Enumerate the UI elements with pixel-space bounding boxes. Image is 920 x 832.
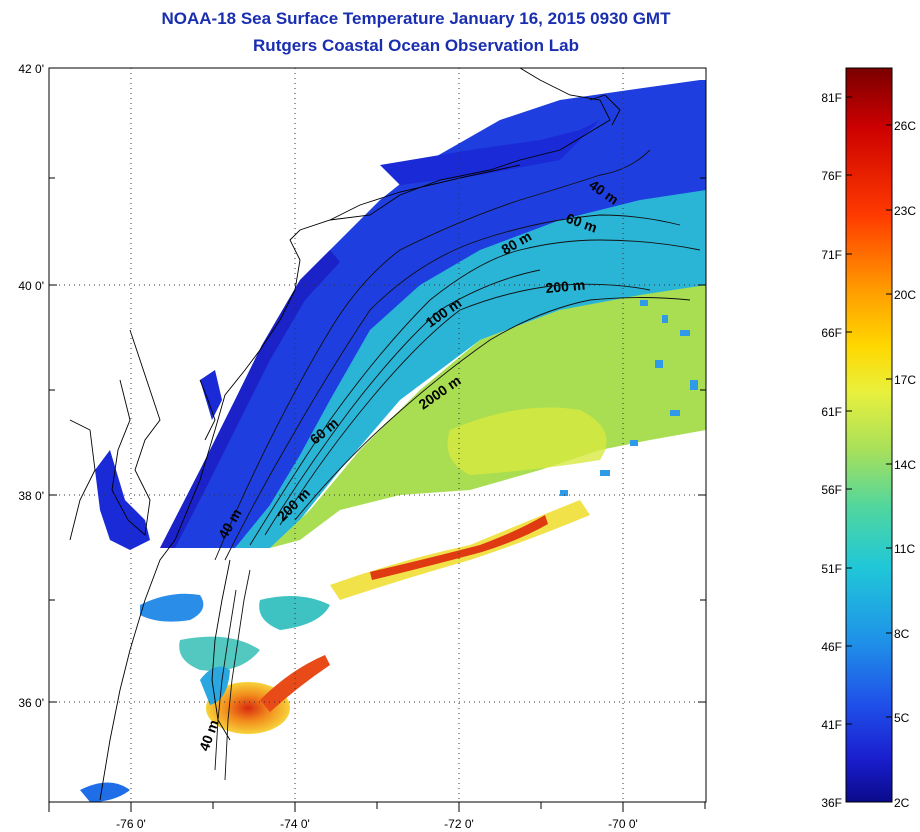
cb-f-label: 56F — [821, 483, 842, 497]
cloud-edge-speckle — [560, 300, 698, 496]
lon-label: -76 0' — [116, 817, 146, 831]
chesapeake-bay-water — [95, 450, 150, 550]
contour-2000m — [294, 297, 691, 521]
gulf-stream-streak — [330, 500, 590, 600]
latitude-labels: 42 0' 40 0' 38 0' 36 0' — [18, 62, 44, 710]
cb-f-label: 36F — [821, 796, 842, 810]
lon-label: -70 0' — [608, 817, 638, 831]
longitude-labels: -76 0' -74 0' -72 0' -70 0' — [116, 817, 638, 831]
cb-c-label: 17C — [894, 373, 916, 387]
map-title: NOAA-18 Sea Surface Temperature January … — [161, 9, 671, 28]
cb-f-label: 41F — [821, 718, 842, 732]
axis-ticks — [48, 67, 706, 812]
cb-c-label: 8C — [894, 627, 910, 641]
cb-c-label: 11C — [894, 542, 915, 556]
contour-hatteras — [214, 569, 251, 781]
se-corner-patch — [80, 782, 130, 802]
sst-field — [80, 80, 706, 802]
lat-label: 42 0' — [18, 62, 44, 76]
colorbar — [845, 67, 893, 803]
cb-f-label: 46F — [821, 640, 842, 654]
gulf-stream-core — [370, 515, 548, 580]
contour-200m — [279, 283, 651, 526]
cb-c-label: 5C — [894, 711, 910, 725]
southern-patch-green — [179, 636, 260, 671]
contour-label: 200 m — [545, 277, 586, 296]
mid-shelf-water — [235, 190, 706, 548]
lat-label: 38 0' — [18, 489, 44, 503]
colorbar-ticks — [846, 96, 892, 725]
lat-label: 40 0' — [18, 279, 44, 293]
cb-c-label: 26C — [894, 119, 916, 133]
lat-label: 36 0' — [18, 696, 44, 710]
cb-f-label: 81F — [821, 91, 842, 105]
cb-f-label: 76F — [821, 169, 842, 183]
cold-shelf-water — [160, 80, 706, 548]
cb-c-label: 2C — [894, 796, 910, 810]
offshore-yellow-patch — [447, 407, 607, 475]
colorbar-fahrenheit-labels: 81F 76F 71F 66F 61F 56F 51F 46F 41F 36F — [821, 91, 842, 810]
coastlines — [69, 68, 621, 801]
lon-label: -72 0' — [444, 817, 474, 831]
cb-c-label: 20C — [894, 288, 916, 302]
sound-water — [380, 120, 600, 185]
map-subtitle: Rutgers Coastal Ocean Observation Lab — [253, 36, 579, 55]
contour-label: 40 m — [196, 718, 222, 753]
delaware-bay-water — [200, 370, 222, 420]
contour-80m — [249, 239, 701, 546]
southern-patch-blue — [140, 593, 204, 622]
cb-f-label: 66F — [821, 326, 842, 340]
nearshore-cold-strip — [160, 250, 340, 548]
bathymetry-contours — [214, 149, 701, 781]
cb-c-label: 23C — [894, 204, 916, 218]
lon-label: -74 0' — [280, 817, 310, 831]
contour-60m — [224, 214, 681, 561]
colorbar-celsius-labels: 26C 23C 20C 17C 14C 11C 8C 5C 2C — [894, 119, 916, 810]
cb-f-label: 61F — [821, 405, 842, 419]
contour-40m — [214, 149, 651, 561]
contour-100m — [264, 269, 541, 536]
cb-f-label: 51F — [821, 562, 842, 576]
cb-f-label: 71F — [821, 248, 842, 262]
cb-c-label: 14C — [894, 458, 916, 472]
